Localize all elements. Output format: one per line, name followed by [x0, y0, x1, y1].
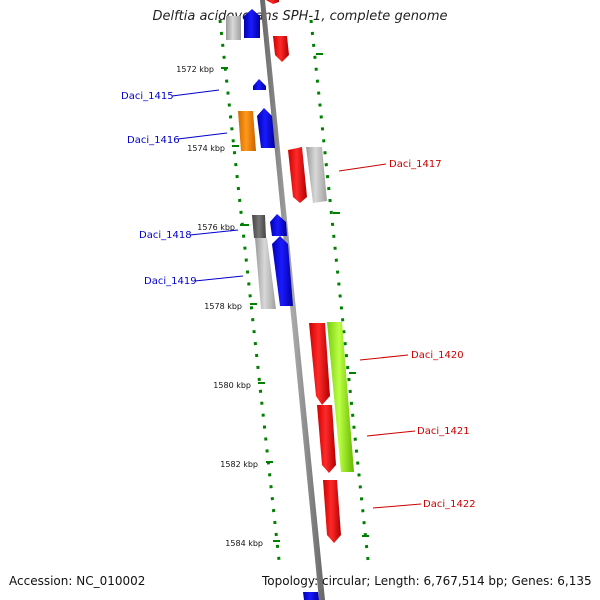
gene-daci-1416-orange[interactable] [238, 111, 256, 151]
tick-label-1574: 1574 kbp [187, 144, 225, 153]
gene-daci-1416-blue[interactable] [257, 108, 275, 148]
genome-stats-text: Topology: circular; Length: 6,767,514 bp… [262, 574, 592, 588]
gene-daci-1417-red[interactable] [288, 147, 307, 203]
tick-label-1582: 1582 kbp [220, 460, 258, 469]
gene-daci-1417-gray[interactable] [306, 147, 327, 203]
gene-daci-1419-gray[interactable] [255, 238, 276, 309]
gene-label-daci-1418[interactable]: Daci_1418 [139, 230, 192, 241]
gene-label-daci-1415[interactable]: Daci_1415 [121, 91, 174, 102]
gene-daci-1420-red[interactable] [309, 323, 330, 405]
tick-label-1572: 1572 kbp [176, 65, 214, 74]
gene-top-blue[interactable] [244, 9, 260, 38]
gene-label-daci-1421[interactable]: Daci_1421 [417, 426, 470, 437]
gene-daci-1419-blue[interactable] [272, 236, 293, 306]
gene-top-red[interactable] [266, 0, 279, 4]
gene-daci-1418-dark[interactable] [252, 215, 266, 238]
gene-label-daci-1416[interactable]: Daci_1416 [127, 135, 180, 146]
gene-daci-1422-red[interactable] [323, 480, 341, 543]
tick-label-1580: 1580 kbp [213, 381, 251, 390]
tick-label-1578: 1578 kbp [204, 302, 242, 311]
tick-marks [221, 53, 369, 542]
gene-daci-1418-blue[interactable] [270, 214, 287, 236]
gene-label-daci-1420[interactable]: Daci_1420 [411, 350, 464, 361]
label-leaders [171, 89, 422, 509]
gene-daci-1415[interactable] [253, 79, 266, 90]
gene-top-gray[interactable] [226, 16, 241, 40]
gene-label-daci-1417[interactable]: Daci_1417 [389, 159, 442, 170]
right-boundary-trace [309, 19, 370, 561]
accession-text: Accession: NC_010002 [9, 574, 146, 588]
gene-daci-1420-lime[interactable] [327, 322, 354, 472]
gene-daci-1421-red[interactable] [317, 405, 336, 473]
gene-label-daci-1419[interactable]: Daci_1419 [144, 276, 197, 287]
gene-red-upper[interactable] [273, 36, 289, 62]
tick-label-1584: 1584 kbp [225, 539, 263, 548]
gene-label-daci-1422[interactable]: Daci_1422 [423, 499, 476, 510]
tick-label-1576: 1576 kbp [197, 223, 235, 232]
gene-bottom-blue[interactable] [303, 592, 319, 600]
